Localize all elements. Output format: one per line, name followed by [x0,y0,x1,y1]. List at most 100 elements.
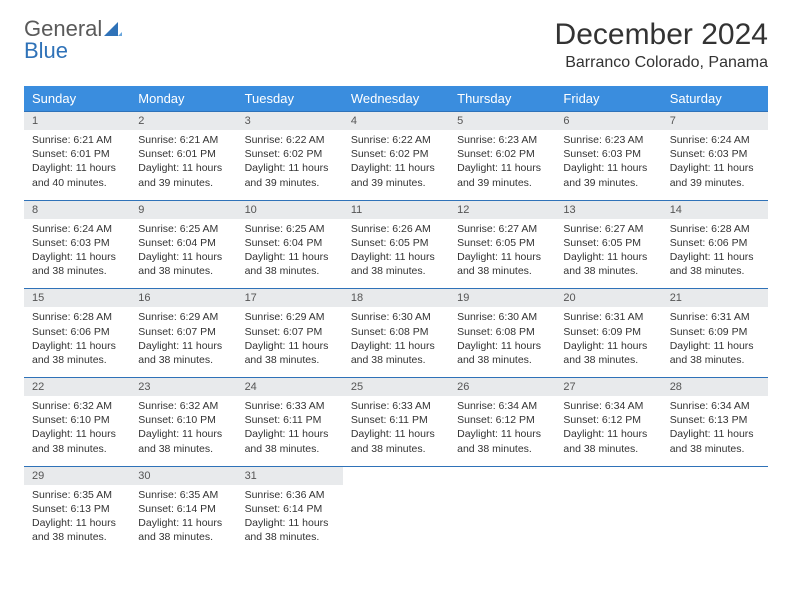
day-content: Sunrise: 6:33 AMSunset: 6:11 PMDaylight:… [237,396,343,466]
title-block: December 2024 Barranco Colorado, Panama [555,18,768,72]
day-content: Sunrise: 6:27 AMSunset: 6:05 PMDaylight:… [449,219,555,289]
day-content: Sunrise: 6:21 AMSunset: 6:01 PMDaylight:… [24,130,130,200]
day-content: Sunrise: 6:24 AMSunset: 6:03 PMDaylight:… [662,130,768,200]
day-content: Sunrise: 6:22 AMSunset: 6:02 PMDaylight:… [343,130,449,200]
calendar-day-cell: 24Sunrise: 6:33 AMSunset: 6:11 PMDayligh… [237,378,343,467]
calendar-day-cell: .. [449,466,555,554]
day-number: 17 [237,289,343,307]
calendar-day-cell: 9Sunrise: 6:25 AMSunset: 6:04 PMDaylight… [130,200,236,289]
calendar-day-cell: 21Sunrise: 6:31 AMSunset: 6:09 PMDayligh… [662,289,768,378]
brand-sail-icon [104,16,122,41]
calendar-week-row: 15Sunrise: 6:28 AMSunset: 6:06 PMDayligh… [24,289,768,378]
day-content: Sunrise: 6:35 AMSunset: 6:14 PMDaylight:… [130,485,236,555]
day-number: 31 [237,467,343,485]
day-content: Sunrise: 6:34 AMSunset: 6:13 PMDaylight:… [662,396,768,466]
calendar-week-row: 29Sunrise: 6:35 AMSunset: 6:13 PMDayligh… [24,466,768,554]
day-number: 18 [343,289,449,307]
calendar-day-cell: 30Sunrise: 6:35 AMSunset: 6:14 PMDayligh… [130,466,236,554]
day-content: Sunrise: 6:27 AMSunset: 6:05 PMDaylight:… [555,219,661,289]
calendar-day-cell: 14Sunrise: 6:28 AMSunset: 6:06 PMDayligh… [662,200,768,289]
day-number: 16 [130,289,236,307]
calendar-day-cell: 25Sunrise: 6:33 AMSunset: 6:11 PMDayligh… [343,378,449,467]
day-content: Sunrise: 6:29 AMSunset: 6:07 PMDaylight:… [130,307,236,377]
calendar-day-cell: 1Sunrise: 6:21 AMSunset: 6:01 PMDaylight… [24,112,130,201]
brand-text: General Blue [24,18,122,62]
weekday-header: Tuesday [237,86,343,112]
day-number: 10 [237,201,343,219]
day-number: 1 [24,112,130,130]
day-content: Sunrise: 6:36 AMSunset: 6:14 PMDaylight:… [237,485,343,555]
day-number: 14 [662,201,768,219]
day-number: 13 [555,201,661,219]
day-number: 19 [449,289,555,307]
day-number: 9 [130,201,236,219]
calendar-day-cell: 26Sunrise: 6:34 AMSunset: 6:12 PMDayligh… [449,378,555,467]
day-content: Sunrise: 6:30 AMSunset: 6:08 PMDaylight:… [449,307,555,377]
calendar-body: 1Sunrise: 6:21 AMSunset: 6:01 PMDaylight… [24,112,768,555]
day-number: 12 [449,201,555,219]
calendar-day-cell: 4Sunrise: 6:22 AMSunset: 6:02 PMDaylight… [343,112,449,201]
day-number: 7 [662,112,768,130]
day-content: Sunrise: 6:28 AMSunset: 6:06 PMDaylight:… [662,219,768,289]
calendar-table: SundayMondayTuesdayWednesdayThursdayFrid… [24,86,768,554]
day-number: 5 [449,112,555,130]
weekday-header: Thursday [449,86,555,112]
calendar-day-cell: 10Sunrise: 6:25 AMSunset: 6:04 PMDayligh… [237,200,343,289]
day-number: 27 [555,378,661,396]
day-content: Sunrise: 6:21 AMSunset: 6:01 PMDaylight:… [130,130,236,200]
day-content: Sunrise: 6:33 AMSunset: 6:11 PMDaylight:… [343,396,449,466]
day-number: 28 [662,378,768,396]
weekday-header: Monday [130,86,236,112]
calendar-day-cell: 13Sunrise: 6:27 AMSunset: 6:05 PMDayligh… [555,200,661,289]
day-content: Sunrise: 6:32 AMSunset: 6:10 PMDaylight:… [130,396,236,466]
calendar-day-cell: 16Sunrise: 6:29 AMSunset: 6:07 PMDayligh… [130,289,236,378]
header-row: General Blue December 2024 Barranco Colo… [24,18,768,72]
day-number: 25 [343,378,449,396]
calendar-day-cell: 3Sunrise: 6:22 AMSunset: 6:02 PMDaylight… [237,112,343,201]
page-title: December 2024 [555,18,768,52]
day-content: Sunrise: 6:34 AMSunset: 6:12 PMDaylight:… [449,396,555,466]
calendar-day-cell: 2Sunrise: 6:21 AMSunset: 6:01 PMDaylight… [130,112,236,201]
location-text: Barranco Colorado, Panama [555,54,768,72]
day-number: 4 [343,112,449,130]
day-number: 23 [130,378,236,396]
weekday-row: SundayMondayTuesdayWednesdayThursdayFrid… [24,86,768,112]
calendar-week-row: 8Sunrise: 6:24 AMSunset: 6:03 PMDaylight… [24,200,768,289]
calendar-day-cell: 7Sunrise: 6:24 AMSunset: 6:03 PMDaylight… [662,112,768,201]
day-content: Sunrise: 6:35 AMSunset: 6:13 PMDaylight:… [24,485,130,555]
day-content: Sunrise: 6:28 AMSunset: 6:06 PMDaylight:… [24,307,130,377]
brand-blue: Blue [24,38,68,63]
calendar-day-cell: 17Sunrise: 6:29 AMSunset: 6:07 PMDayligh… [237,289,343,378]
calendar-week-row: 1Sunrise: 6:21 AMSunset: 6:01 PMDaylight… [24,112,768,201]
day-content: Sunrise: 6:26 AMSunset: 6:05 PMDaylight:… [343,219,449,289]
day-number: 6 [555,112,661,130]
day-number: 26 [449,378,555,396]
calendar-day-cell: 23Sunrise: 6:32 AMSunset: 6:10 PMDayligh… [130,378,236,467]
calendar-day-cell: 19Sunrise: 6:30 AMSunset: 6:08 PMDayligh… [449,289,555,378]
brand-logo: General Blue [24,18,122,62]
day-content: Sunrise: 6:31 AMSunset: 6:09 PMDaylight:… [662,307,768,377]
day-content: Sunrise: 6:25 AMSunset: 6:04 PMDaylight:… [237,219,343,289]
calendar-day-cell: 31Sunrise: 6:36 AMSunset: 6:14 PMDayligh… [237,466,343,554]
day-content: Sunrise: 6:24 AMSunset: 6:03 PMDaylight:… [24,219,130,289]
day-number: 8 [24,201,130,219]
calendar-day-cell: 6Sunrise: 6:23 AMSunset: 6:03 PMDaylight… [555,112,661,201]
weekday-header: Saturday [662,86,768,112]
day-content: Sunrise: 6:23 AMSunset: 6:03 PMDaylight:… [555,130,661,200]
calendar-day-cell: .. [662,466,768,554]
calendar-day-cell: 18Sunrise: 6:30 AMSunset: 6:08 PMDayligh… [343,289,449,378]
day-number: 29 [24,467,130,485]
day-number: 15 [24,289,130,307]
day-number: 21 [662,289,768,307]
day-content: Sunrise: 6:29 AMSunset: 6:07 PMDaylight:… [237,307,343,377]
day-content: Sunrise: 6:30 AMSunset: 6:08 PMDaylight:… [343,307,449,377]
day-number: 11 [343,201,449,219]
calendar-day-cell: 15Sunrise: 6:28 AMSunset: 6:06 PMDayligh… [24,289,130,378]
calendar-day-cell: 20Sunrise: 6:31 AMSunset: 6:09 PMDayligh… [555,289,661,378]
day-content: Sunrise: 6:25 AMSunset: 6:04 PMDaylight:… [130,219,236,289]
day-content: Sunrise: 6:23 AMSunset: 6:02 PMDaylight:… [449,130,555,200]
calendar-day-cell: 22Sunrise: 6:32 AMSunset: 6:10 PMDayligh… [24,378,130,467]
calendar-day-cell: 29Sunrise: 6:35 AMSunset: 6:13 PMDayligh… [24,466,130,554]
day-number: 2 [130,112,236,130]
day-number: 24 [237,378,343,396]
